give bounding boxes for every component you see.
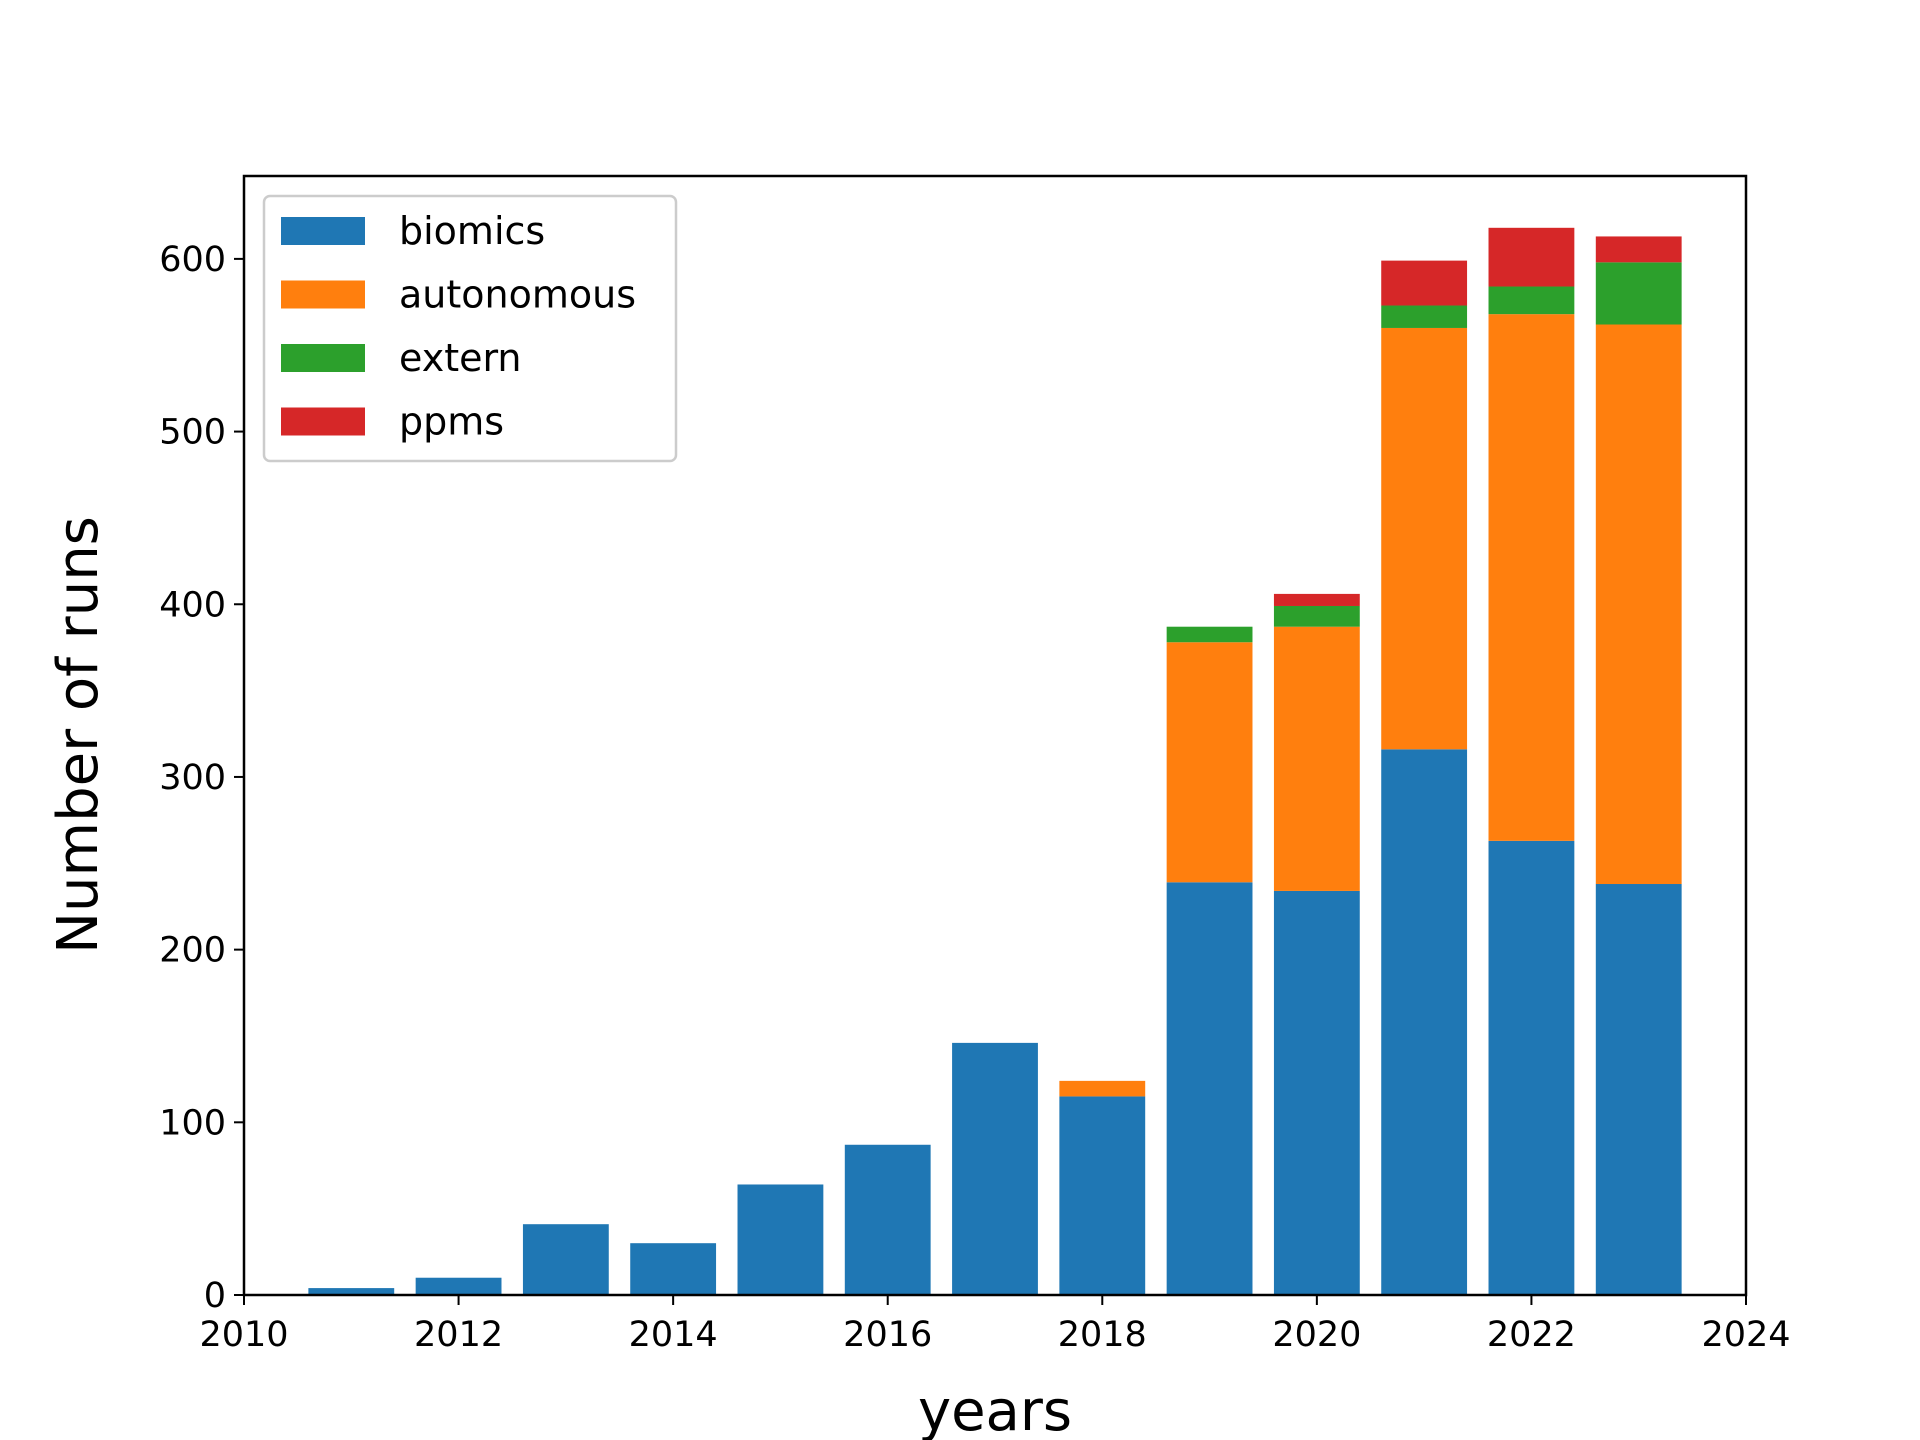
x-tick-label: 2016 [843,1315,932,1355]
bar-ppms-2020 [1273,593,1360,606]
bar-biomics-2020 [1273,890,1360,1295]
y-axis-title: Number of runs [46,516,111,954]
bar-biomics-2012 [415,1277,502,1295]
bar-biomics-2011 [308,1288,395,1295]
x-tick-label: 2022 [1487,1315,1576,1355]
legend-label-ppms: ppms [399,400,504,444]
y-tick-label: 0 [204,1276,226,1316]
bar-ppms-2022 [1488,227,1575,287]
bar-biomics-2015 [737,1184,824,1295]
y-tick-label: 200 [159,931,226,971]
bar-autonomous-2021 [1381,327,1468,750]
bar-autonomous-2018 [1059,1080,1146,1097]
legend-label-biomics: biomics [399,209,545,253]
x-tick-label: 2014 [629,1315,718,1355]
y-tick-label: 100 [159,1103,226,1143]
x-tick-label: 2012 [414,1315,503,1355]
ticks-layer: 2010 2012 2014 2016 2018 2020 2022 2024 0 100 200 3… [159,240,1790,1355]
bar-autonomous-2023 [1595,324,1682,885]
legend-swatch-extern [281,344,365,372]
bars-layer [308,227,1682,1295]
bar-extern-2023 [1595,262,1682,325]
bar-biomics-2017 [952,1042,1038,1295]
y-tick-label: 500 [159,413,226,453]
bar-biomics-2018 [1059,1096,1146,1295]
legend-entries: biomics autonomous extern ppms [281,209,636,444]
bar-extern-2022 [1488,286,1575,315]
legend-swatch-ppms [281,407,365,436]
bar-ppms-2021 [1381,260,1468,306]
bar-extern-2020 [1273,605,1360,627]
bar-autonomous-2020 [1273,626,1360,891]
y-tick-label: 600 [159,240,226,280]
bar-biomics-2022 [1488,840,1575,1295]
x-tick-label: 2010 [199,1315,288,1355]
legend: biomics autonomous extern ppms [262,194,678,463]
y-tick-label: 300 [159,758,226,798]
x-tick-label: 2018 [1058,1315,1147,1355]
legend-label-autonomous: autonomous [399,273,636,317]
bar-ppms-2023 [1595,236,1682,263]
legend-swatch-autonomous [281,280,365,309]
bar-autonomous-2019 [1166,642,1253,883]
y-tick-label: 400 [159,585,226,625]
bar-autonomous-2022 [1488,314,1575,841]
bar-extern-2019 [1166,626,1253,643]
legend-swatch-biomics [281,217,365,245]
bar-biomics-2014 [630,1243,717,1295]
bar-biomics-2019 [1166,882,1253,1295]
bar-biomics-2013 [522,1224,609,1295]
legend-label-extern: extern [399,336,522,380]
x-axis-title: years [918,1379,1072,1440]
bar-biomics-2016 [844,1144,931,1295]
legend-frame [262,194,678,463]
bar-biomics-2021 [1381,749,1468,1295]
bar-biomics-2023 [1595,884,1682,1295]
axes-frame [242,174,1748,1297]
bar-extern-2021 [1381,305,1468,328]
x-tick-label: 2020 [1272,1315,1361,1355]
x-tick-label: 2024 [1701,1315,1790,1355]
